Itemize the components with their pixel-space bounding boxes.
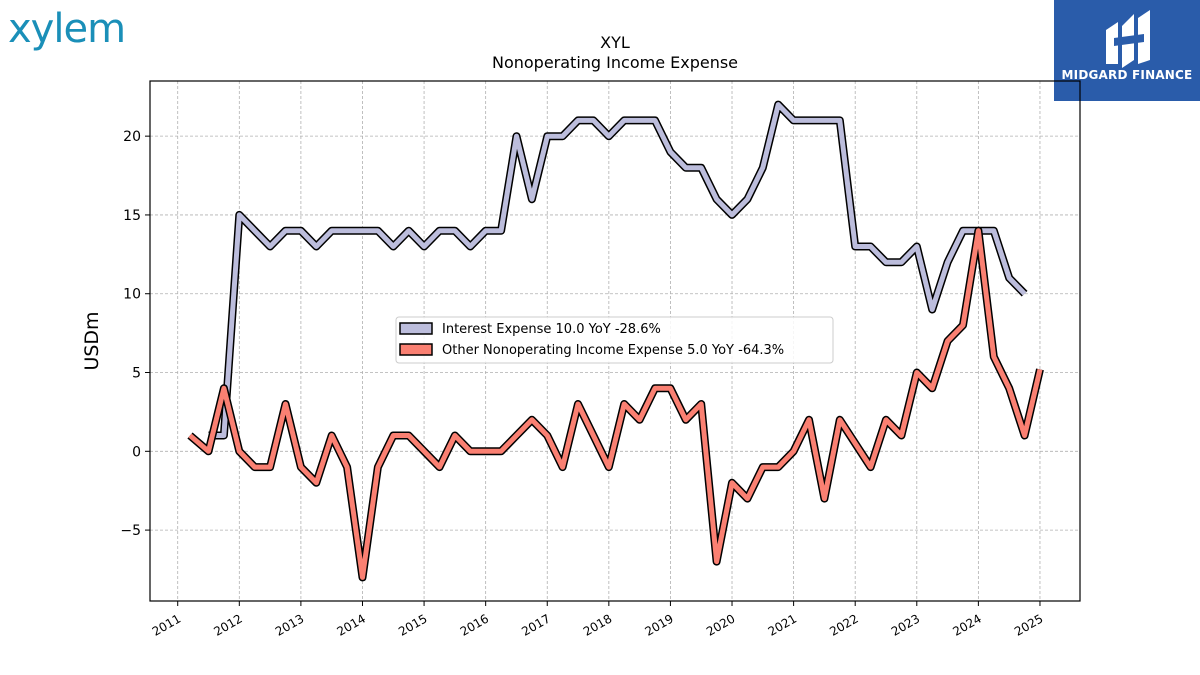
legend-swatch-other-nonoperating — [399, 343, 433, 356]
y-tick-label: 5 — [132, 366, 141, 382]
x-tick-label: 2020 — [704, 611, 737, 638]
plot-frame — [149, 80, 1081, 602]
y-tick-label: 10 — [123, 287, 141, 303]
publisher-emblem-icon — [1106, 10, 1150, 68]
x-tick-label: 2019 — [642, 611, 675, 638]
x-tick-label: 2013 — [273, 611, 306, 638]
legend-swatch-interest-expense — [399, 322, 433, 335]
series-line-interest-expense — [208, 102, 1027, 438]
y-tick-label: 20 — [123, 129, 141, 145]
legend: Interest Expense 10.0 YoY -28.6% Other N… — [395, 316, 834, 364]
x-tick-label: 2011 — [150, 611, 183, 638]
x-tick-label: 2015 — [396, 611, 429, 638]
legend-box — [395, 316, 834, 364]
series-outline-interest-expense — [208, 100, 1028, 440]
y-tick-label: 0 — [132, 444, 141, 460]
publisher-name: MIDGARD FINANCE — [1061, 68, 1193, 82]
y-tick-label: 15 — [123, 208, 141, 224]
y-tick-label: −5 — [120, 523, 141, 539]
x-tick-label: 2023 — [889, 611, 922, 638]
x-tick-label: 2014 — [335, 611, 368, 638]
x-tick-label: 2018 — [581, 611, 614, 638]
publisher-logo: MIDGARD FINANCE — [1054, 0, 1200, 101]
legend-label-other-nonoperating: Other Nonoperating Income Expense 5.0 Yo… — [442, 343, 784, 358]
chart-title: XYL — [600, 33, 630, 52]
x-axis-ticks: 2011 2012 2013 2014 2015 2016 2017 2018 2019 2020… — [150, 601, 1045, 639]
x-tick-label: 2016 — [458, 611, 491, 638]
legend-label-interest-expense: Interest Expense 10.0 YoY -28.6% — [442, 322, 661, 337]
chart-subtitle: Nonoperating Income Expense — [492, 53, 738, 72]
x-tick-label: 2024 — [950, 611, 983, 638]
x-tick-label: 2017 — [519, 611, 552, 638]
x-tick-label: 2025 — [1012, 611, 1045, 638]
series-line-other-nonoperating-income-expense — [188, 228, 1043, 580]
y-axis-ticks: −5 0 5 10 15 20 — [120, 129, 150, 539]
x-tick-label: 2012 — [211, 611, 244, 638]
x-tick-label: 2021 — [766, 611, 799, 638]
series-layer — [187, 100, 1044, 582]
series-outline-other-nonoperating-income-expense — [187, 226, 1044, 582]
y-axis-label: USDm — [81, 311, 103, 370]
company-logo: xylem — [8, 6, 126, 52]
x-tick-label: 2022 — [827, 611, 860, 638]
